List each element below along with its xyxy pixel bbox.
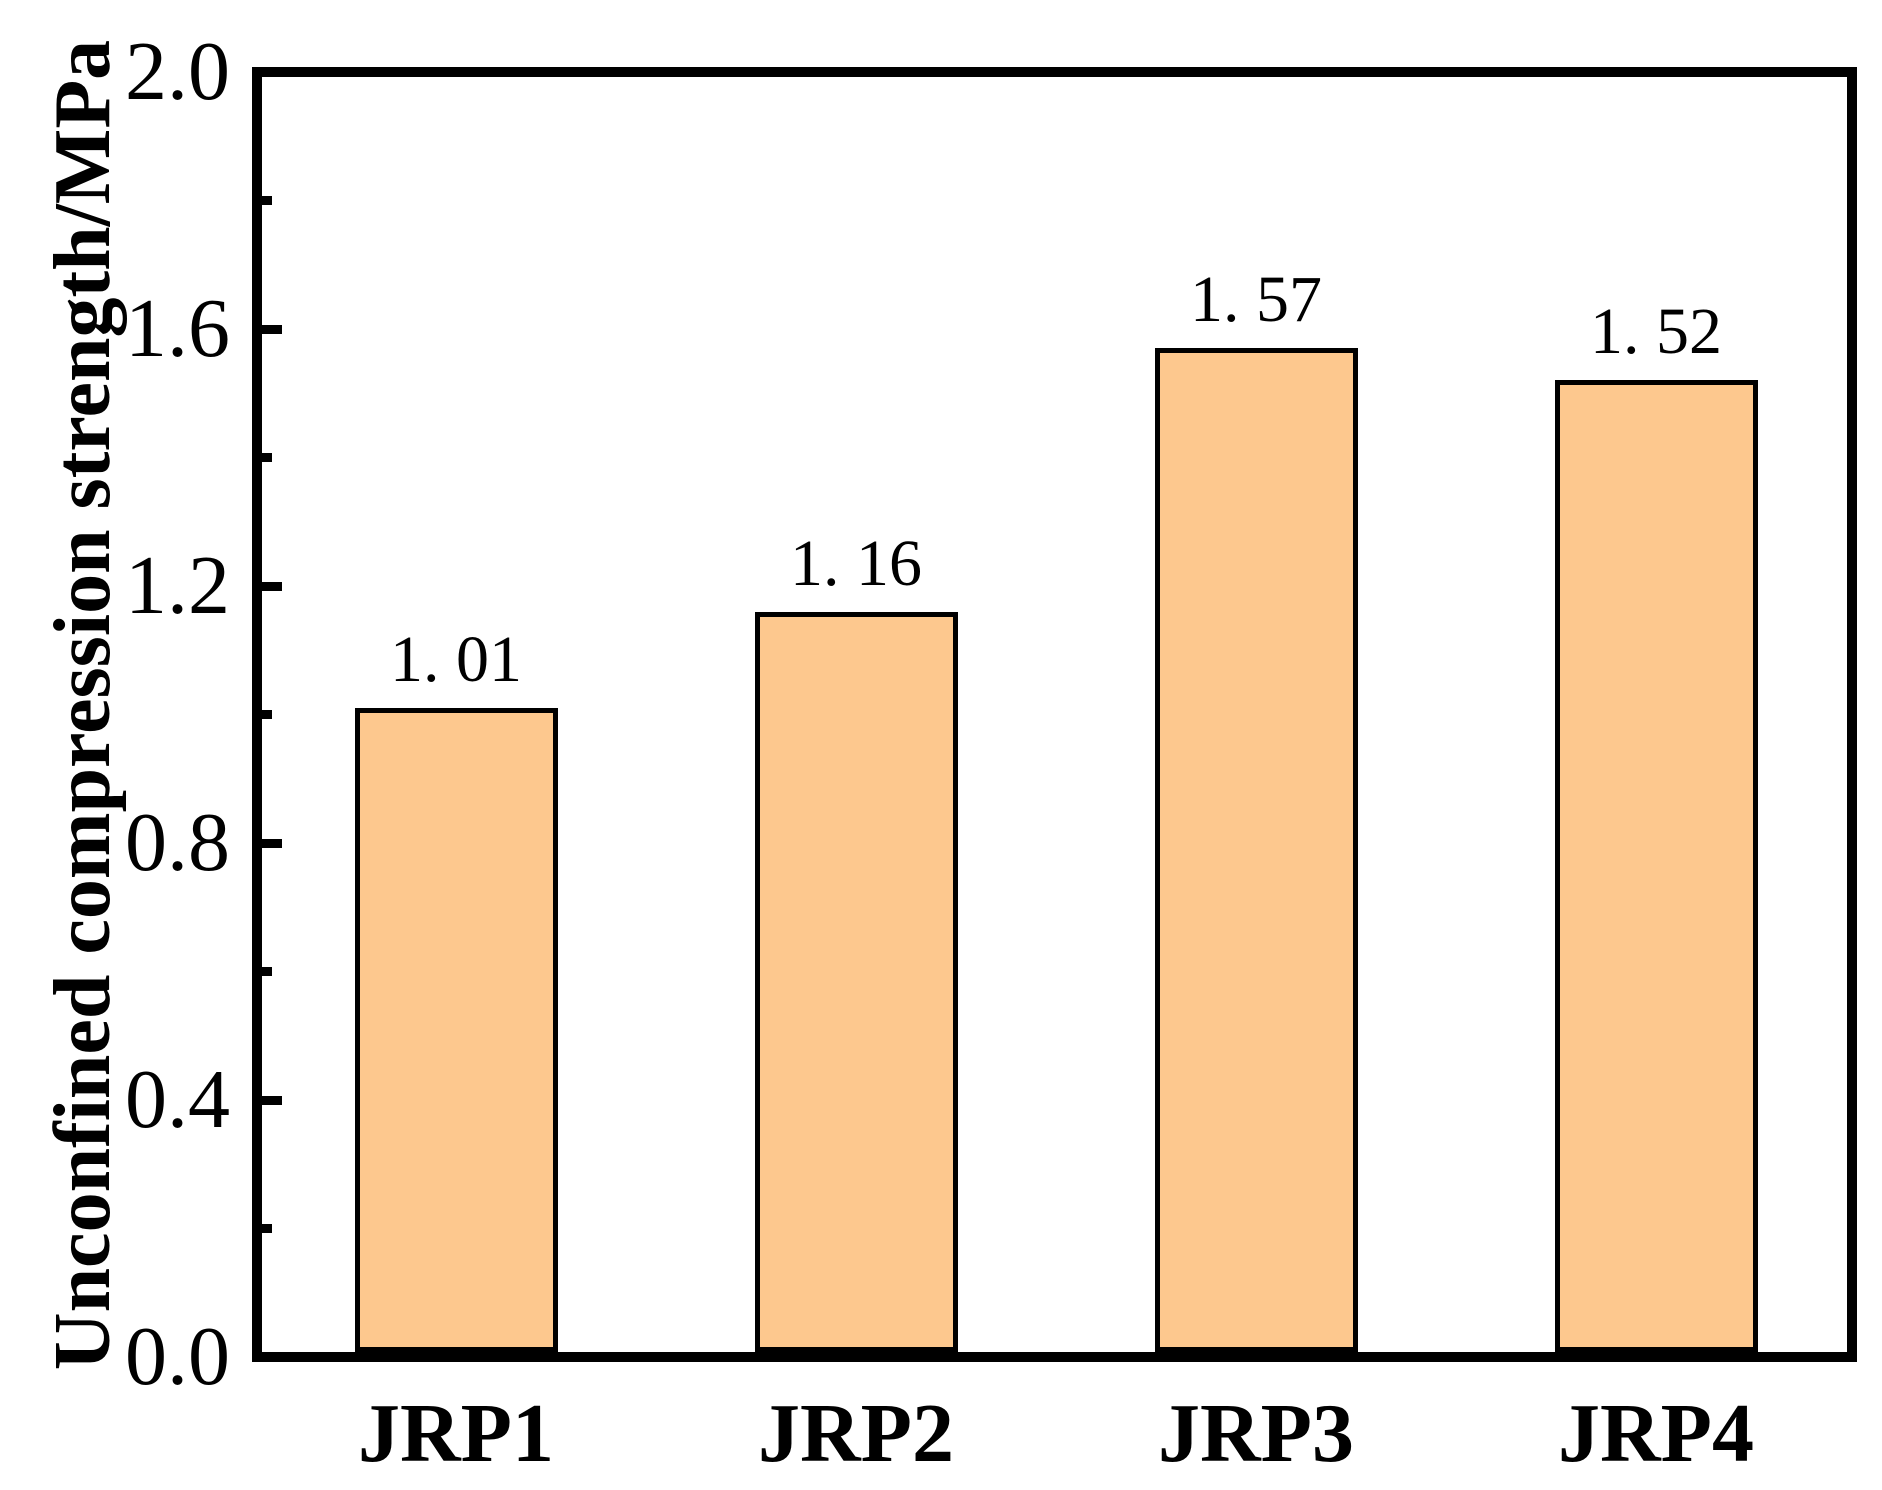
y-major-tick <box>262 324 282 334</box>
x-tick-label-JRP1: JRP1 <box>358 1387 554 1480</box>
y-major-tick <box>262 1095 282 1105</box>
bar-value-label-JRP4: 1. 52 <box>1590 295 1722 368</box>
y-tick-label: 1.2 <box>125 539 230 632</box>
bar-JRP3 <box>1154 348 1358 1352</box>
y-tick-label: 2.0 <box>125 25 230 118</box>
y-tick-label: 0.0 <box>125 1310 230 1403</box>
y-minor-tick <box>262 196 272 205</box>
y-axis-title: Unconfined compression strength/MPa <box>39 39 127 1371</box>
x-tick-label-JRP4: JRP4 <box>1558 1387 1754 1480</box>
y-minor-tick <box>262 710 272 719</box>
bar-value-label-JRP2: 1. 16 <box>790 527 922 600</box>
y-minor-tick <box>262 1224 272 1233</box>
bar-JRP1 <box>354 708 558 1352</box>
plot-area: 1. 01 1. 16 1. 57 1. 52 <box>252 67 1857 1362</box>
bar-JRP4 <box>1554 380 1758 1352</box>
y-tick-label: 1.6 <box>125 282 230 375</box>
y-minor-tick <box>262 967 272 976</box>
y-major-tick <box>262 581 282 591</box>
y-minor-tick <box>262 453 272 462</box>
y-tick-label: 0.4 <box>125 1053 230 1146</box>
bar-value-label-JRP1: 1. 01 <box>390 623 522 696</box>
x-tick-label-JRP3: JRP3 <box>1158 1387 1354 1480</box>
x-tick-label-JRP2: JRP2 <box>758 1387 954 1480</box>
y-major-tick <box>262 838 282 848</box>
y-tick-label: 0.8 <box>125 796 230 889</box>
bar-JRP2 <box>754 612 958 1352</box>
bar-value-label-JRP3: 1. 57 <box>1190 263 1322 336</box>
plot-inner: 1. 01 1. 16 1. 57 1. 52 <box>262 77 1847 1352</box>
